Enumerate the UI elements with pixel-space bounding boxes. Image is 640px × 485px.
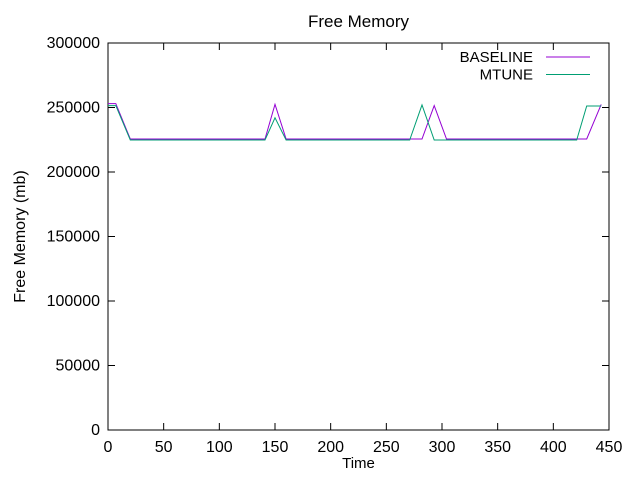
axis-ticks: 0 50 100 150 200 250 300 350 400 450 0 50000 100000 1… xyxy=(47,35,623,456)
series-line-mtune xyxy=(108,103,602,141)
x-tick-label: 50 xyxy=(155,439,173,456)
series-line-baseline xyxy=(108,102,602,140)
y-tick-label: 250000 xyxy=(47,100,100,117)
y-axis-title: Free Memory (mb) xyxy=(12,170,29,302)
y-tick-label: 150000 xyxy=(47,229,100,246)
series-lines xyxy=(108,102,602,141)
x-tick-label: 400 xyxy=(540,439,567,456)
x-tick-label: 100 xyxy=(206,439,233,456)
legend-label: BASELINE xyxy=(460,49,533,66)
y-tick-label: 50000 xyxy=(56,358,101,375)
x-tick-label: 150 xyxy=(262,439,289,456)
x-tick-label: 200 xyxy=(317,439,344,456)
legend-entry-mtune: MTUNE xyxy=(480,67,590,84)
x-tick-label: 250 xyxy=(373,439,400,456)
y-tick-label: 200000 xyxy=(47,164,100,181)
y-tick-label: 0 xyxy=(91,422,100,439)
chart-title: Free Memory xyxy=(308,12,410,31)
plot-border xyxy=(107,42,610,431)
x-tick-label: 450 xyxy=(596,439,623,456)
x-tick-label: 300 xyxy=(429,439,456,456)
x-tick-label: 350 xyxy=(484,439,511,456)
legend-label: MTUNE xyxy=(480,67,533,84)
y-tick-label: 300000 xyxy=(47,35,100,52)
y-tick-label: 100000 xyxy=(47,293,100,310)
legend-entry-baseline: BASELINE xyxy=(460,49,590,66)
x-tick-label: 0 xyxy=(104,439,113,456)
x-axis-title: Time xyxy=(342,455,375,472)
